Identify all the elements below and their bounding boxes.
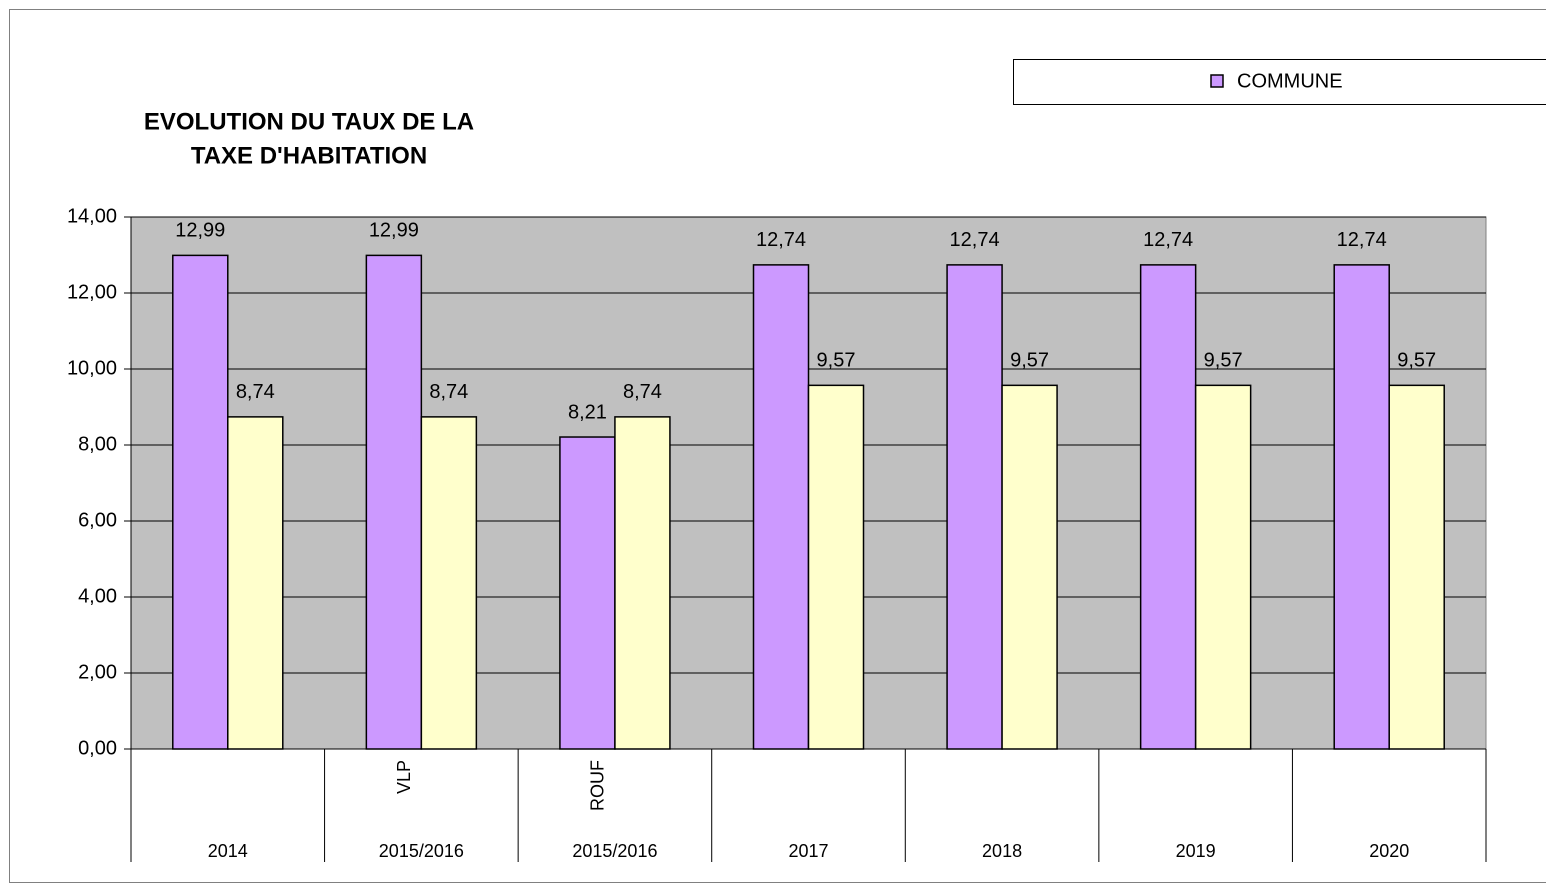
y-tick-label: 10,00 xyxy=(67,357,117,379)
bar xyxy=(420,416,478,750)
data-label: 9,57 xyxy=(1204,350,1243,372)
data-label: 12,99 xyxy=(369,220,419,242)
bar xyxy=(1139,264,1197,750)
data-label: 8,74 xyxy=(429,381,468,403)
y-tick-label: 4,00 xyxy=(78,585,117,607)
bar xyxy=(559,436,616,750)
y-tick-label: 14,00 xyxy=(67,205,117,227)
x-tick-label: 2014 xyxy=(208,841,248,861)
y-tick-label: 8,00 xyxy=(78,433,117,455)
bar xyxy=(752,264,810,750)
legend xyxy=(1013,59,1546,105)
x-tick-label: 2015/2016 xyxy=(379,841,464,861)
chart-title: EVOLUTION DU TAUX DE LA xyxy=(144,108,474,135)
bar xyxy=(807,384,865,750)
data-label: 9,57 xyxy=(1397,350,1436,372)
x-subcategory-label: VLP xyxy=(394,760,414,794)
y-tick-label: 6,00 xyxy=(78,509,117,531)
data-label: 12,74 xyxy=(756,229,806,251)
data-label: 12,74 xyxy=(1143,229,1193,251)
bar xyxy=(946,264,1003,750)
legend-label: COMMUNE xyxy=(1237,70,1343,92)
data-label: 9,57 xyxy=(1010,350,1049,372)
x-tick-label: 2018 xyxy=(982,841,1022,861)
bar xyxy=(1194,384,1252,750)
x-tick-label: 2017 xyxy=(788,841,828,861)
data-label: 8,74 xyxy=(236,381,275,403)
bar xyxy=(1388,384,1445,750)
bar xyxy=(1001,384,1058,750)
legend-swatch xyxy=(1210,74,1224,88)
x-tick-label: 2015/2016 xyxy=(572,841,657,861)
data-label: 9,57 xyxy=(817,350,856,372)
data-label: 12,99 xyxy=(175,220,225,242)
y-tick-label: 2,00 xyxy=(78,661,117,683)
x-tick-label: 2020 xyxy=(1369,841,1409,861)
data-label: 12,74 xyxy=(950,229,1000,251)
y-tick-label: 0,00 xyxy=(78,737,117,759)
y-tick-label: 12,00 xyxy=(67,281,117,303)
bar xyxy=(614,416,671,750)
data-label: 12,74 xyxy=(1337,229,1387,251)
bar xyxy=(365,254,423,750)
bar xyxy=(227,416,284,750)
data-label: 8,74 xyxy=(623,381,662,403)
chart-title: TAXE D'HABITATION xyxy=(191,142,427,169)
bar xyxy=(1333,264,1390,750)
bar xyxy=(172,254,229,750)
x-subcategory-label: ROUF xyxy=(588,760,608,811)
x-tick-label: 2019 xyxy=(1176,841,1216,861)
data-label: 8,21 xyxy=(568,401,607,423)
